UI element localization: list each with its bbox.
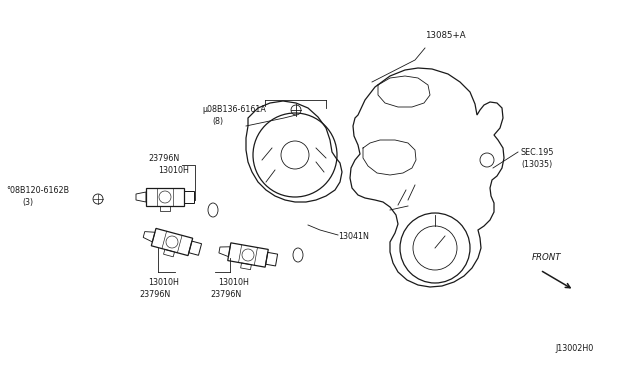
Text: 13085+A: 13085+A [425,31,466,40]
Text: 13010H: 13010H [158,166,189,175]
Text: (8): (8) [212,117,223,126]
Text: SEC.195
(13035): SEC.195 (13035) [521,148,554,169]
Text: FRONT: FRONT [532,253,561,262]
Text: J13002H0: J13002H0 [556,344,594,353]
Text: 13010H: 13010H [148,278,179,287]
Text: 23796N: 23796N [210,290,241,299]
Text: 13041N: 13041N [338,232,369,241]
Text: 23796N: 23796N [148,154,179,163]
Text: 23796N: 23796N [139,290,170,299]
Text: µ08B136-6161A: µ08B136-6161A [202,105,266,114]
Text: (3): (3) [22,198,33,207]
Text: 13010H: 13010H [218,278,249,287]
Text: °08B120-6162B: °08B120-6162B [6,186,69,195]
